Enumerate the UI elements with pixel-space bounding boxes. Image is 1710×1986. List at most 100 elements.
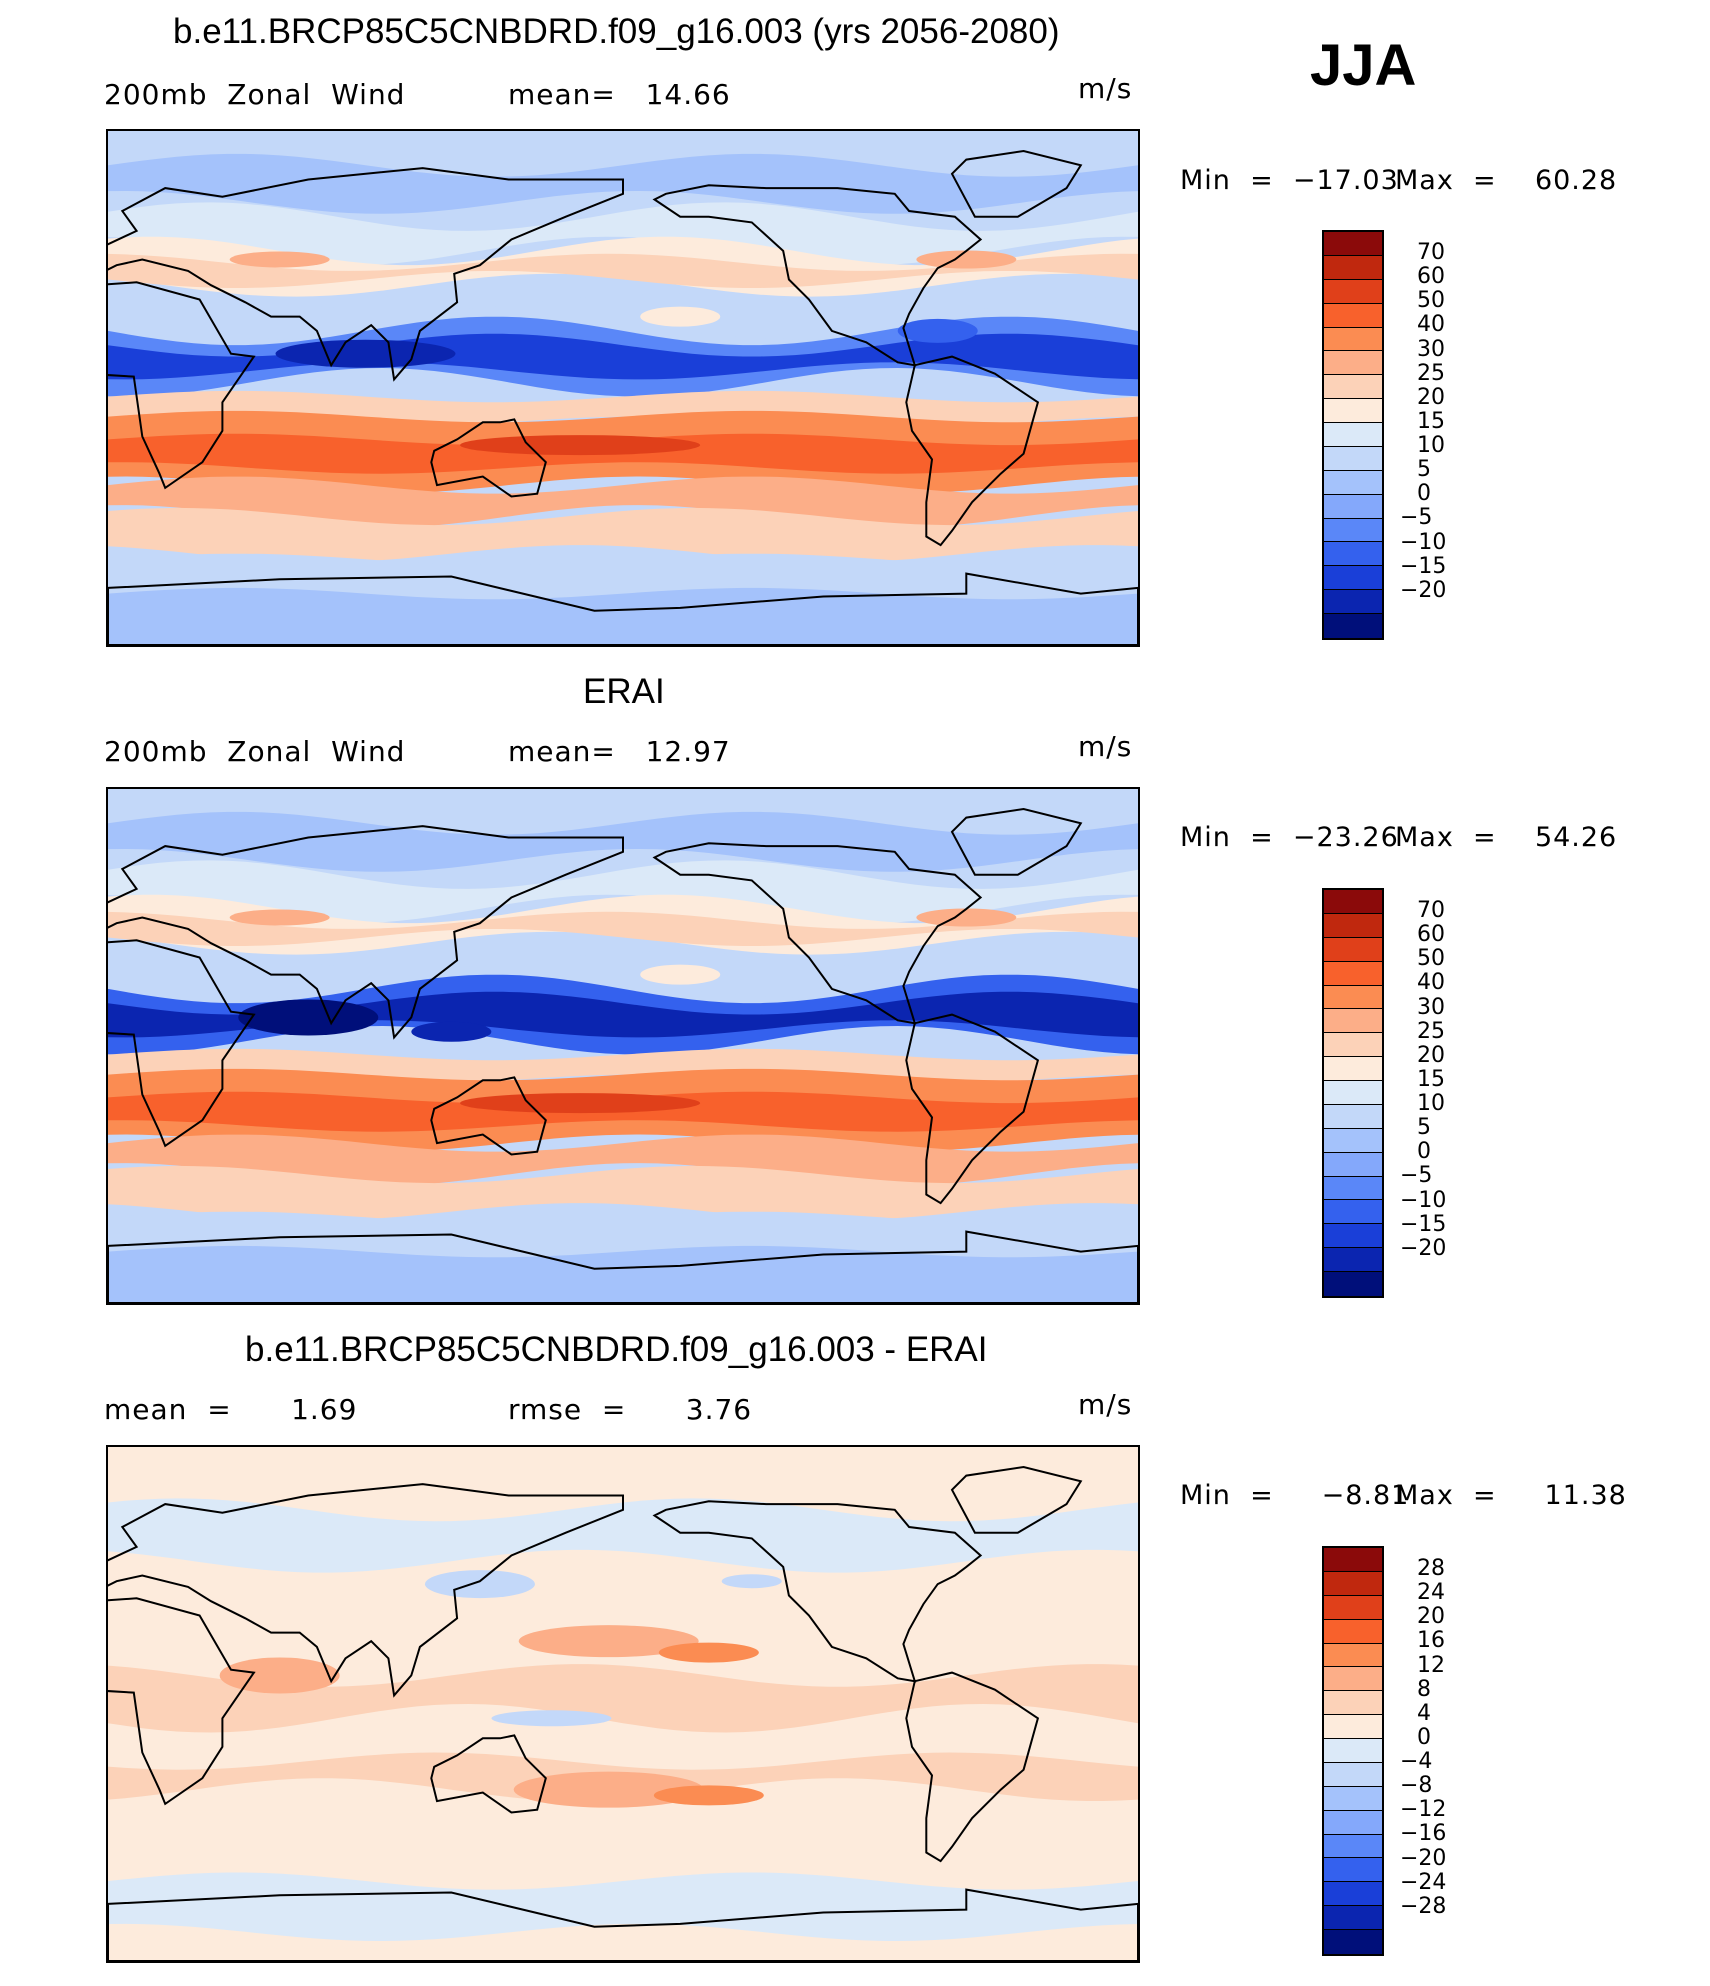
colorbar-swatch — [1324, 351, 1382, 376]
colorbar-tick-label: 0 — [1417, 1139, 1431, 1165]
colorbar-tick-label: 10 — [1417, 433, 1445, 459]
panel-3-title: b.e11.BRCP85C5CNBDRD.f09_g16.003 - ERAI — [245, 1330, 988, 1369]
panel-1-map — [106, 129, 1140, 647]
colorbar-swatch — [1324, 985, 1382, 1010]
panel-2-max-label: Max = 54.26 — [1395, 822, 1618, 853]
contour-band — [108, 1211, 1138, 1258]
coastline — [905, 1671, 1040, 1863]
colorbar-swatch — [1324, 961, 1382, 986]
contour-band — [108, 587, 1138, 645]
colorbar-swatch — [1324, 1104, 1382, 1129]
panel-1-colorbar — [1322, 230, 1384, 640]
colorbar-tick-label: −10 — [1400, 1187, 1447, 1213]
colorbar-swatch — [1324, 375, 1382, 400]
panel-2-colorbar — [1322, 888, 1384, 1298]
colorbar-tick-label: 8 — [1417, 1676, 1431, 1702]
panel-1-colorbar-labels: 70 60 50 40 30 25 20 15 10 5 0 −5 −10 −15 −20 — [1400, 230, 1485, 640]
colorbar-swatch — [1324, 1930, 1382, 1954]
coastline — [905, 1013, 1040, 1205]
contour-blob — [513, 1771, 704, 1808]
contour-blob — [897, 318, 978, 343]
colorbar-swatch — [1324, 1643, 1382, 1668]
contour-blob — [424, 1570, 535, 1599]
colorbar-swatch — [1324, 1248, 1382, 1272]
contour-band — [108, 991, 1138, 1038]
colorbar-swatch — [1324, 327, 1382, 352]
contour-blob — [460, 435, 701, 456]
colorbar-tick-label: 30 — [1417, 994, 1445, 1020]
colorbar-tick-label: 4 — [1417, 1700, 1431, 1726]
contour-blob — [238, 999, 379, 1036]
colorbar-tick-label: 0 — [1417, 481, 1431, 507]
panel-2-contour-field — [108, 789, 1138, 1303]
colorbar-swatch — [1324, 590, 1382, 614]
contour-band — [108, 1498, 1138, 1573]
panel-1-min-label: Min = −17.03 — [1180, 165, 1399, 196]
contour-blob — [640, 306, 721, 327]
contour-blob — [229, 909, 330, 926]
colorbar-tick-label: 60 — [1417, 922, 1445, 948]
contour-band — [108, 253, 1138, 288]
panel-3-max-label: Max = 11.38 — [1395, 1480, 1627, 1511]
colorbar-swatch — [1324, 1176, 1382, 1201]
coastline — [108, 1597, 256, 1806]
contour-band — [108, 1165, 1138, 1221]
colorbar-tick-label: 20 — [1417, 384, 1445, 410]
contour-band — [108, 1245, 1138, 1303]
colorbar-tick-label: 0 — [1417, 1724, 1431, 1750]
coastline — [108, 939, 256, 1148]
panel-1-variable-label: 200mb Zonal Wind — [104, 78, 406, 111]
contour-band — [108, 1664, 1138, 1733]
colorbar-tick-label: 16 — [1417, 1628, 1445, 1654]
colorbar-tick-label: −5 — [1400, 505, 1433, 531]
colorbar-tick-label: −10 — [1400, 529, 1447, 555]
coastline — [108, 281, 256, 490]
coastline — [108, 167, 624, 382]
colorbar-tick-label: 40 — [1417, 312, 1445, 338]
colorbar-tick-label: 5 — [1417, 457, 1431, 483]
colorbar-swatch — [1324, 1619, 1382, 1644]
colorbar-tick-label: 5 — [1417, 1115, 1431, 1141]
colorbar-swatch — [1324, 303, 1382, 328]
contour-blob — [518, 1625, 699, 1658]
coastline — [108, 572, 1138, 645]
panel-2-min-label: Min = −23.26 — [1180, 822, 1399, 853]
contour-blob — [721, 1574, 782, 1589]
colorbar-tick-label: −28 — [1400, 1893, 1447, 1919]
coastline — [108, 825, 624, 1040]
contour-blob — [275, 339, 456, 368]
colorbar-tick-label: 15 — [1417, 1066, 1445, 1092]
panel-1-units-label: m/s — [1078, 72, 1133, 105]
colorbar-tick-label: −20 — [1400, 577, 1447, 603]
contour-band — [108, 333, 1138, 380]
colorbar-swatch — [1324, 1739, 1382, 1763]
coastline — [430, 1734, 547, 1814]
contour-blob — [460, 1093, 701, 1114]
colorbar-swatch — [1324, 255, 1382, 280]
colorbar-tick-label: 12 — [1417, 1652, 1445, 1678]
colorbar-tick-label: 25 — [1417, 1018, 1445, 1044]
colorbar-tick-label: 20 — [1417, 1042, 1445, 1068]
panel-1-mean-label: mean= 14.66 — [508, 78, 731, 111]
contour-blob — [411, 1021, 492, 1042]
colorbar-swatch — [1324, 494, 1382, 519]
panel-3-mean-label: mean = 1.69 — [104, 1393, 358, 1426]
contour-band — [108, 1872, 1138, 1941]
colorbar-tick-label: 60 — [1417, 264, 1445, 290]
panel-1-contour-field — [108, 131, 1138, 645]
colorbar-tick-label: 24 — [1417, 1580, 1445, 1606]
contour-band — [108, 911, 1138, 946]
contour-blob — [653, 1785, 764, 1806]
coastline — [950, 1465, 1083, 1534]
contour-blob — [658, 1642, 759, 1663]
contour-blob — [916, 908, 1017, 927]
colorbar-swatch — [1324, 913, 1382, 938]
colorbar-swatch — [1324, 470, 1382, 495]
colorbar-swatch — [1324, 1810, 1382, 1835]
colorbar-tick-label: −12 — [1400, 1797, 1447, 1823]
colorbar-swatch — [1324, 399, 1382, 423]
colorbar-tick-label: −24 — [1400, 1869, 1447, 1895]
colorbar-swatch — [1324, 1200, 1382, 1225]
panel-3-colorbar-labels: 28 24 20 16 12 8 4 0 −4 −8 −12 −16 −20 −24 −28 — [1400, 1546, 1485, 1956]
colorbar-swatch — [1324, 890, 1382, 914]
